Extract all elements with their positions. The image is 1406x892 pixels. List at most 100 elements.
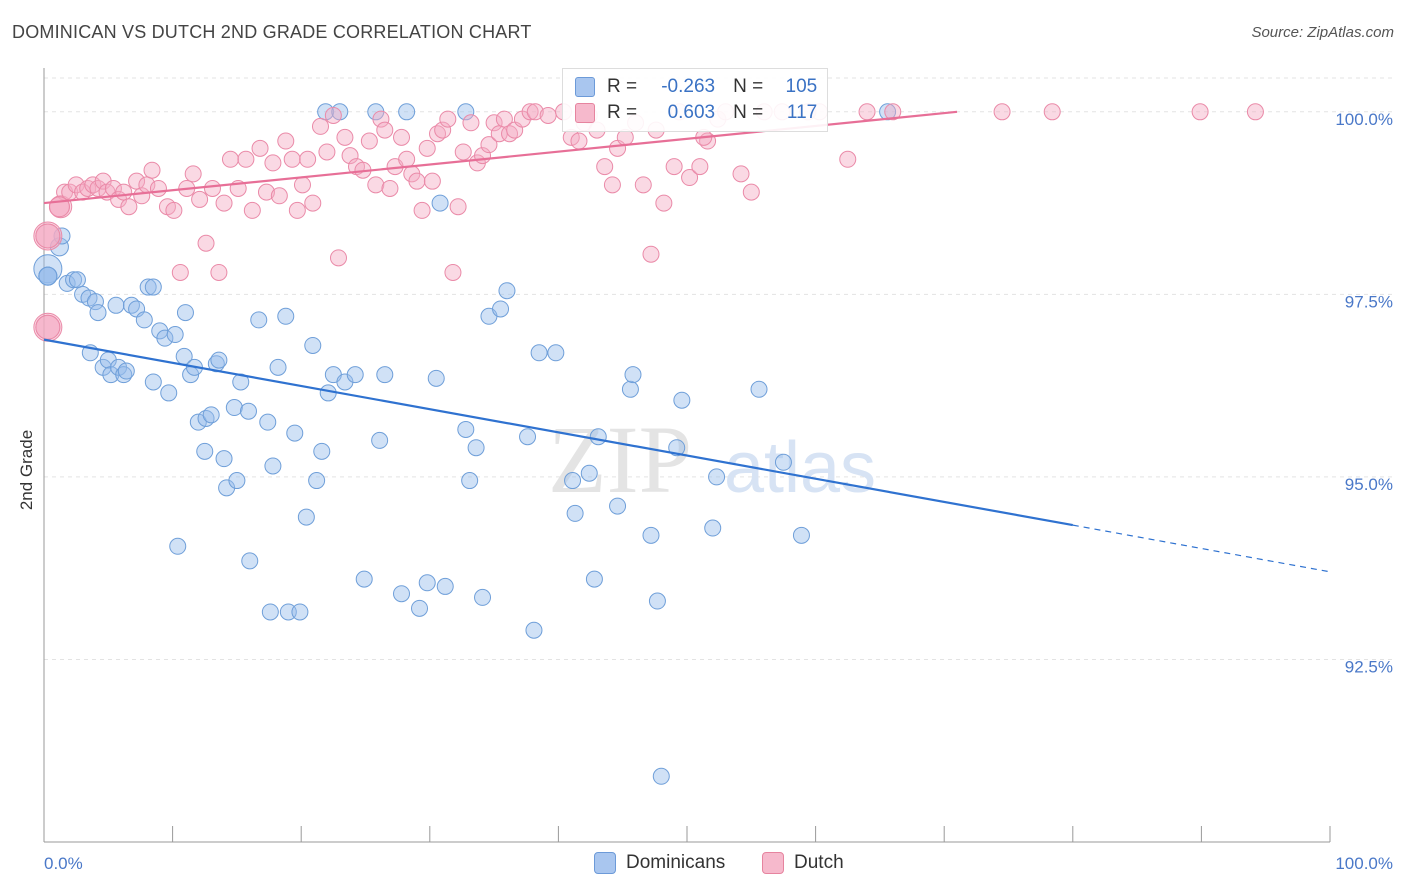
point-dutch bbox=[143, 161, 161, 179]
point-dutch bbox=[221, 150, 239, 168]
point-dutch bbox=[603, 176, 621, 194]
point-dutch bbox=[149, 179, 167, 197]
point-dominicans bbox=[261, 603, 279, 621]
point-dominicans bbox=[215, 450, 233, 468]
watermark-zip: ZIP bbox=[548, 406, 692, 513]
point-dutch bbox=[839, 150, 857, 168]
point-dutch bbox=[691, 158, 709, 176]
point-dutch bbox=[1043, 103, 1061, 121]
point-dutch bbox=[521, 103, 539, 121]
point-dominicans bbox=[704, 519, 722, 537]
point-dutch bbox=[197, 234, 215, 252]
point-dutch bbox=[367, 176, 385, 194]
point-dominicans bbox=[355, 570, 373, 588]
point-dominicans bbox=[346, 366, 364, 384]
tick-labels: 92.5% 95.0% 97.5% 100.0% 0.0% 100.0% bbox=[44, 110, 1393, 873]
point-dutch bbox=[165, 201, 183, 219]
point-dutch bbox=[283, 150, 301, 168]
point-dominicans bbox=[519, 428, 537, 446]
point-dominicans bbox=[297, 508, 315, 526]
point-dominicans bbox=[225, 399, 243, 417]
point-dutch bbox=[191, 190, 209, 208]
point-dutch bbox=[444, 263, 462, 281]
point-dutch bbox=[642, 245, 660, 263]
point-dominicans bbox=[86, 293, 104, 311]
legend-item-dominicans[interactable]: Dominicans bbox=[594, 852, 725, 874]
point-dominicans bbox=[277, 307, 295, 325]
point-dominicans bbox=[708, 468, 726, 486]
point-dutch bbox=[171, 263, 189, 281]
point-dominicans bbox=[371, 431, 389, 449]
point-dominicans bbox=[431, 194, 449, 212]
point-dutch bbox=[439, 110, 457, 128]
point-dominicans bbox=[291, 603, 309, 621]
point-dominicans bbox=[525, 621, 543, 639]
x-tick-label-max: 100.0% bbox=[1335, 854, 1393, 873]
point-dominicans bbox=[652, 767, 670, 785]
point-dominicans bbox=[673, 391, 691, 409]
point-dutch bbox=[318, 143, 336, 161]
point-dominicans bbox=[139, 278, 157, 296]
watermark: ZIP atlas bbox=[548, 406, 876, 513]
point-dutch bbox=[742, 183, 760, 201]
point-dominicans bbox=[239, 402, 257, 420]
point-dominicans bbox=[135, 311, 153, 329]
point-dutch bbox=[655, 194, 673, 212]
x-tick-label-min: 0.0% bbox=[44, 854, 83, 873]
point-dutch bbox=[1191, 103, 1209, 121]
point-dutch bbox=[681, 169, 699, 187]
point-dutch bbox=[293, 176, 311, 194]
legend-row-dominicans: R = -0.263 N = 105 bbox=[575, 75, 817, 99]
point-dominicans bbox=[286, 424, 304, 442]
trend-line-dominicans bbox=[43, 338, 1073, 527]
legend-n-value: 105 bbox=[785, 76, 818, 97]
chart-title: DOMINICAN VS DUTCH 2ND GRADE CORRELATION… bbox=[12, 22, 532, 42]
point-dominicans bbox=[269, 358, 287, 376]
point-dutch bbox=[393, 128, 411, 146]
point-dutch bbox=[251, 139, 269, 157]
point-dominicans bbox=[176, 304, 194, 322]
point-dominicans bbox=[589, 428, 607, 446]
point-dominicans bbox=[498, 282, 516, 300]
point-dominicans bbox=[547, 344, 565, 362]
point-dominicans bbox=[585, 570, 603, 588]
point-dominicans bbox=[241, 552, 259, 570]
point-dominicans bbox=[474, 588, 492, 606]
point-dominicans bbox=[530, 344, 548, 362]
point-dominicans bbox=[774, 453, 792, 471]
point-dominicans bbox=[457, 420, 475, 438]
point-dominicans bbox=[144, 278, 162, 296]
legend-swatch-dominicans bbox=[575, 77, 595, 97]
point-dutch bbox=[35, 314, 61, 340]
legend-item-dutch[interactable]: Dutch bbox=[762, 852, 844, 874]
point-dutch bbox=[237, 150, 255, 168]
point-dominicans bbox=[166, 326, 184, 344]
point-dominicans bbox=[304, 336, 322, 354]
point-dominicans bbox=[160, 384, 178, 402]
point-dutch bbox=[184, 165, 202, 183]
y-tick-label: 92.5% bbox=[1345, 657, 1393, 676]
point-dominicans bbox=[228, 472, 246, 490]
point-dominicans bbox=[144, 373, 162, 391]
watermark-atlas: atlas bbox=[724, 428, 876, 508]
series-dutch bbox=[33, 103, 1264, 342]
point-dominicans bbox=[580, 464, 598, 482]
point-dominicans bbox=[418, 574, 436, 592]
point-dominicans bbox=[169, 537, 187, 555]
point-dutch bbox=[993, 103, 1011, 121]
point-dominicans bbox=[461, 472, 479, 490]
legend-row-dutch: R = 0.603 N = 117 bbox=[575, 101, 817, 125]
point-dominicans bbox=[393, 585, 411, 603]
point-dominicans bbox=[624, 366, 642, 384]
point-dominicans bbox=[436, 577, 454, 595]
point-dutch bbox=[210, 263, 228, 281]
legend-n-label: N = bbox=[733, 76, 764, 97]
point-dutch bbox=[324, 106, 342, 124]
point-dominicans bbox=[313, 442, 331, 460]
point-dutch bbox=[381, 179, 399, 197]
point-dominicans bbox=[376, 366, 394, 384]
point-dutch bbox=[449, 198, 467, 216]
point-dutch bbox=[215, 194, 233, 212]
legend-swatch-dutch bbox=[762, 852, 784, 874]
